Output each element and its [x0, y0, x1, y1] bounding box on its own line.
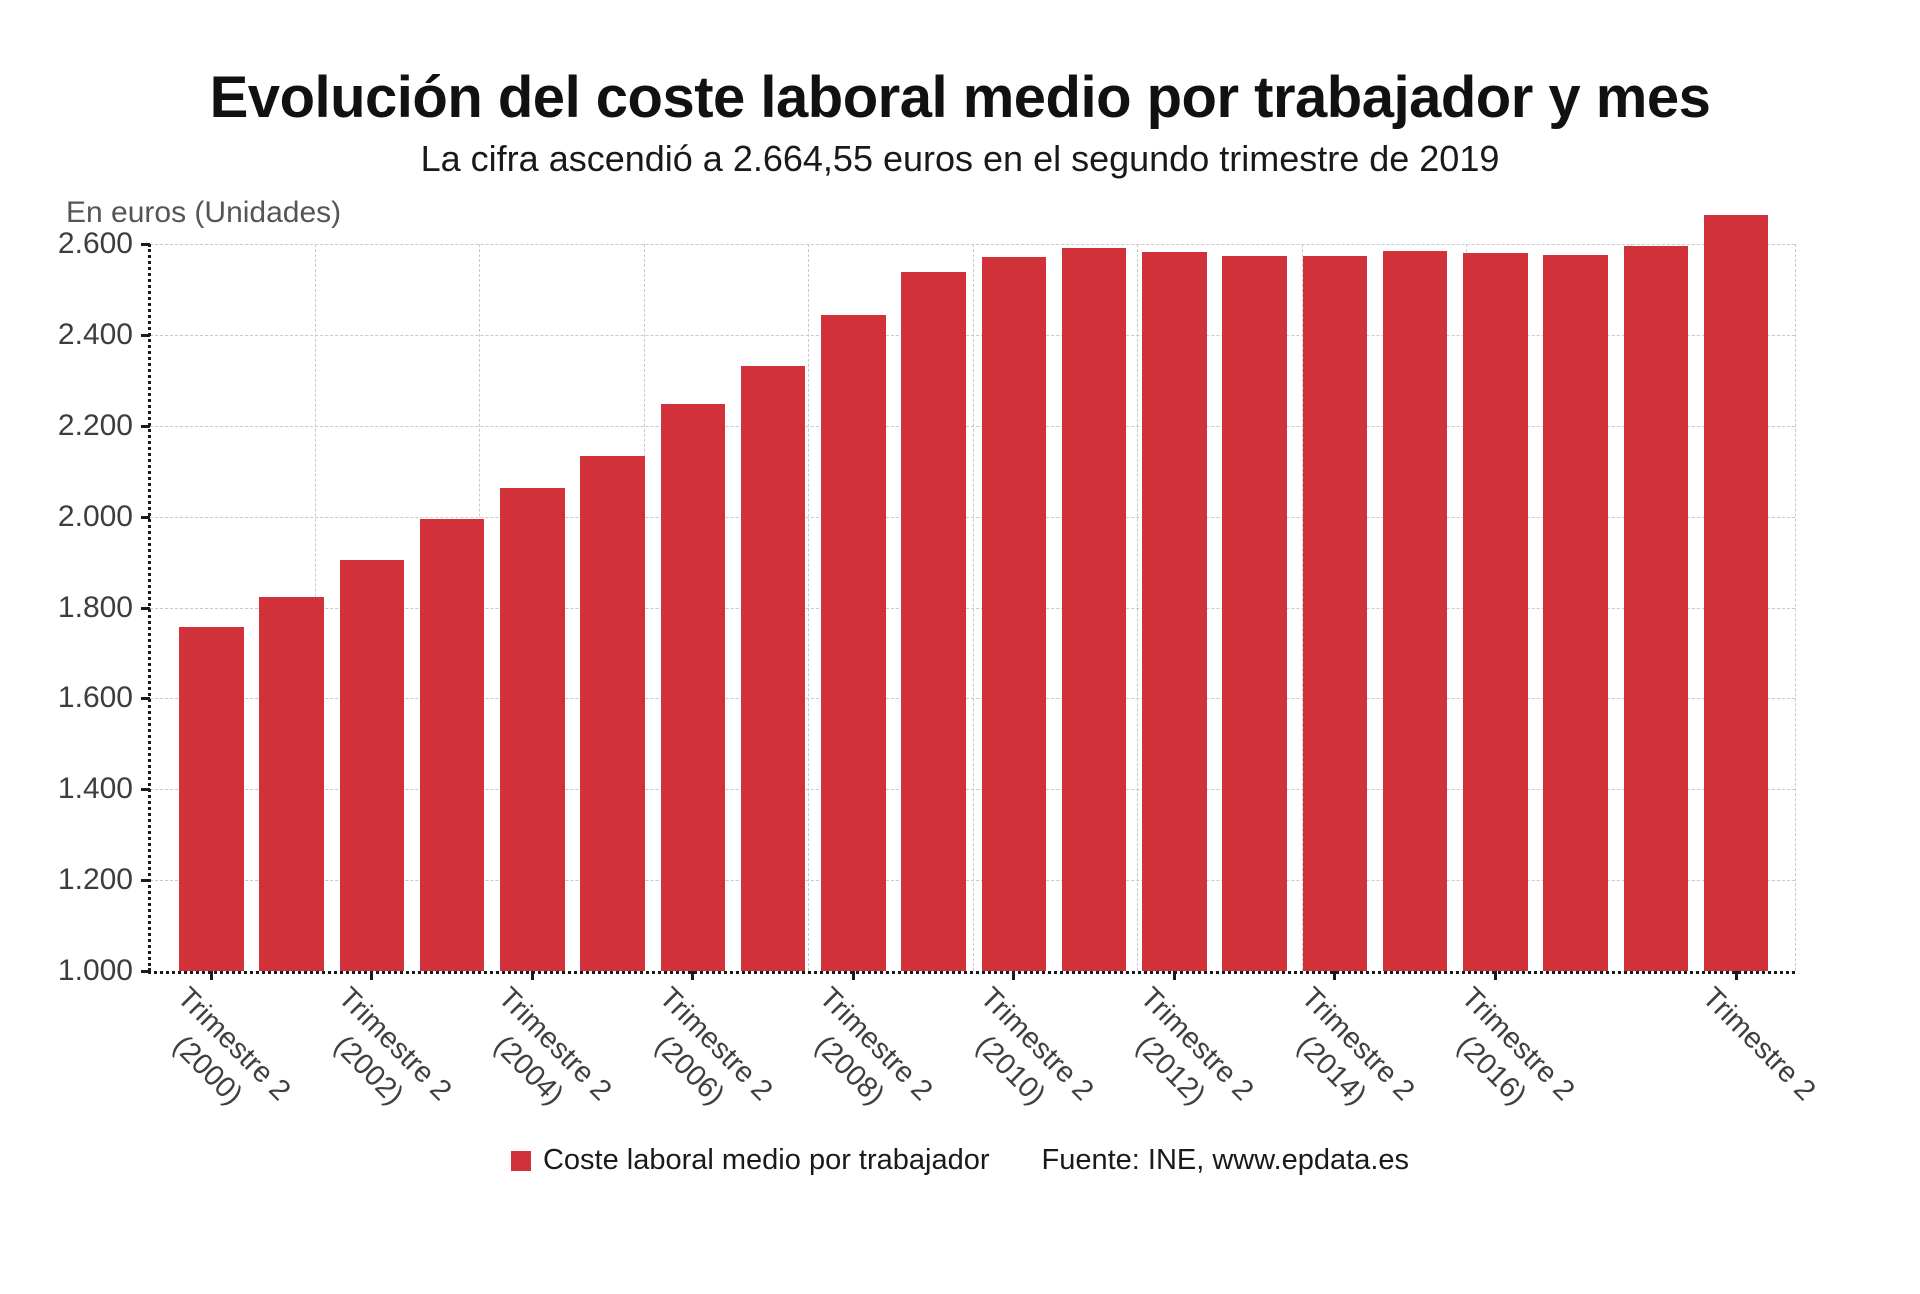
x-tick-mark — [530, 971, 534, 980]
y-tick-mark — [141, 515, 150, 519]
x-tick-mark — [370, 971, 374, 980]
x-tick-label-2010: Trimestre 2 (2010) — [969, 981, 1100, 1112]
y-tick-label: 1.000 — [57, 954, 133, 987]
x-tick-label-2012: Trimestre 2 (2012) — [1129, 981, 1260, 1112]
plot-area — [148, 214, 1796, 974]
y-gridline — [150, 516, 1795, 518]
bar-2014[interactable] — [1302, 255, 1368, 971]
y-tick-label: 2.000 — [57, 499, 133, 533]
chart-title: Evolución del coste laboral medio por tr… — [209, 65, 1711, 130]
x-tick-label-2008: Trimestre 2 (2008) — [808, 981, 939, 1112]
y-tick-mark — [141, 879, 150, 883]
y-tick-mark — [141, 424, 150, 428]
source-label: Fuente: INE, www.epdata.es — [1041, 1144, 1410, 1176]
y-tick-label: 1.600 — [57, 681, 133, 715]
y-tick-mark — [141, 243, 150, 246]
legend-swatch-icon — [510, 1150, 531, 1171]
bar-2012[interactable] — [1142, 252, 1207, 971]
bar-2019[interactable] — [1703, 214, 1769, 971]
bar-2008[interactable] — [821, 314, 886, 971]
bar-2011[interactable] — [1061, 248, 1127, 971]
bar-2015[interactable] — [1382, 250, 1448, 971]
x-tick-label-2014: Trimestre 2 (2014) — [1290, 981, 1421, 1112]
bar-2001[interactable] — [259, 596, 324, 971]
y-tick-mark — [141, 697, 150, 701]
y-gridline — [150, 698, 1795, 700]
x-tick-label-2002: Trimestre 2 (2002) — [327, 981, 458, 1112]
y-tick-mark — [141, 788, 150, 792]
y-gridline — [150, 789, 1795, 791]
x-tick-mark — [1333, 971, 1337, 980]
legend-item-coste-laboral[interactable]: Coste laboral medio por trabajador — [510, 1144, 990, 1177]
y-tick-label: 2.400 — [57, 317, 133, 351]
x-tick-label-2016: Trimestre 2 (2016) — [1451, 981, 1581, 1112]
y-gridline — [150, 607, 1795, 609]
y-gridline — [150, 880, 1795, 882]
y-tick-mark — [141, 333, 150, 337]
bar-2018[interactable] — [1623, 246, 1689, 971]
legend-series-label: Coste laboral medio por trabajador — [542, 1144, 990, 1176]
x-tick-label-2019: Trimestre 2 — [1696, 981, 1822, 1107]
bar-2017[interactable] — [1543, 254, 1608, 971]
bar-2009[interactable] — [901, 272, 966, 971]
bar-2010[interactable] — [981, 257, 1047, 971]
legend: Coste laboral medio por trabajador Fuent… — [0, 1144, 1920, 1177]
y-tick-mark — [141, 606, 150, 610]
x-tick-mark — [1012, 971, 1016, 980]
bar-2007[interactable] — [740, 365, 806, 971]
x-tick-mark — [1734, 971, 1738, 980]
x-tick-label-2004: Trimestre 2 (2004) — [487, 981, 618, 1112]
x-tick-mark — [209, 971, 213, 980]
y-gridline — [150, 244, 1795, 245]
bar-2003[interactable] — [419, 518, 485, 971]
y-tick-label: 2.600 — [57, 227, 133, 260]
y-gridline — [150, 334, 1795, 336]
y-tick-label: 1.400 — [57, 772, 133, 806]
plot-right-border — [1795, 244, 1796, 971]
y-gridline — [150, 425, 1795, 427]
x-tick-mark — [851, 971, 855, 980]
bar-2006[interactable] — [660, 403, 726, 971]
x-tick-label-2006: Trimestre 2 (2006) — [648, 981, 779, 1112]
y-tick-mark — [141, 970, 150, 973]
x-axis-line — [148, 971, 1795, 974]
y-tick-label: 1.800 — [57, 590, 133, 624]
bar-2013[interactable] — [1222, 255, 1287, 971]
x-tick-mark — [1493, 971, 1497, 980]
x-tick-mark — [691, 971, 695, 980]
y-axis-title: En euros (Unidades) — [66, 196, 342, 229]
chart-subtitle: La cifra ascendió a 2.664,55 euros en el… — [420, 138, 1500, 179]
bar-2000[interactable] — [179, 626, 244, 971]
x-tick-mark — [1172, 971, 1176, 980]
bar-2004[interactable] — [500, 487, 565, 971]
bar-2005[interactable] — [580, 455, 645, 971]
bar-2002[interactable] — [339, 559, 405, 971]
y-tick-label: 1.200 — [57, 863, 133, 897]
x-tick-label-2000: Trimestre 2 (2000) — [166, 981, 297, 1112]
bar-2016[interactable] — [1463, 253, 1528, 971]
y-tick-label: 2.200 — [57, 408, 133, 442]
